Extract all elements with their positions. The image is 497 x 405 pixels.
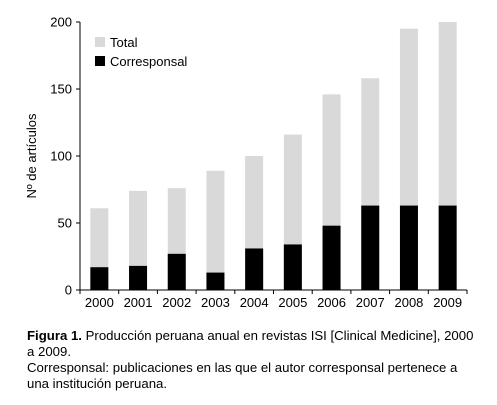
bar-corresponsal-2001	[129, 265, 148, 290]
bar-corresponsal-2005	[283, 244, 302, 290]
legend-label-corresponsal: Corresponsal	[110, 54, 187, 69]
legend-label-total: Total	[110, 35, 138, 50]
x-tick-label-2006: 2006	[317, 295, 346, 310]
bar-corresponsal-2006	[322, 225, 341, 290]
bars-group	[90, 22, 457, 290]
caption-label: Figura 1.	[27, 328, 82, 343]
bar-corresponsal-2007	[361, 205, 380, 290]
x-tick-label-2005: 2005	[278, 295, 307, 310]
x-tick-label-2009: 2009	[433, 295, 462, 310]
x-tick-label-2002: 2002	[162, 295, 191, 310]
x-tick-label-2000: 2000	[85, 295, 114, 310]
y-tick-label-50: 50	[58, 216, 72, 231]
legend: Total Corresponsal	[95, 35, 187, 69]
bar-corresponsal-2009	[438, 205, 457, 290]
bar-total-2003	[206, 170, 225, 290]
x-tick-label-2003: 2003	[201, 295, 230, 310]
bar-corresponsal-2000	[90, 267, 109, 290]
x-axis-ticks: 2000 2001 2002 2003 2004 2005 2006 2007 2008 2009	[79, 290, 468, 310]
caption-main: Figura 1. Producción peruana anual en re…	[27, 328, 479, 360]
y-tick-label-200: 200	[50, 15, 72, 30]
y-axis-label: Nº de artículos	[24, 113, 39, 198]
y-axis-ticks: 0 50 100 150 200	[50, 15, 80, 298]
x-tick-label-2004: 2004	[240, 295, 269, 310]
figure-caption: Figura 1. Producción peruana anual en re…	[27, 328, 479, 392]
bar-corresponsal-2008	[399, 205, 418, 290]
legend-swatch-total	[95, 37, 105, 47]
x-tick-label-2007: 2007	[356, 295, 385, 310]
x-tick-label-2008: 2008	[394, 295, 423, 310]
caption-text: Producción peruana anual en revistas ISI…	[27, 328, 474, 359]
y-tick-label-150: 150	[50, 82, 72, 97]
legend-swatch-corresponsal	[95, 56, 105, 66]
bar-total-2001	[129, 190, 148, 290]
x-tick-label-2001: 2001	[124, 295, 153, 310]
caption-note: Corresponsal: publicaciones en las que e…	[27, 360, 458, 391]
bar-corresponsal-2003	[206, 272, 225, 290]
y-tick-label-100: 100	[50, 149, 72, 164]
bar-corresponsal-2004	[245, 248, 264, 290]
bar-corresponsal-2002	[167, 253, 186, 290]
y-tick-label-0: 0	[65, 283, 72, 298]
